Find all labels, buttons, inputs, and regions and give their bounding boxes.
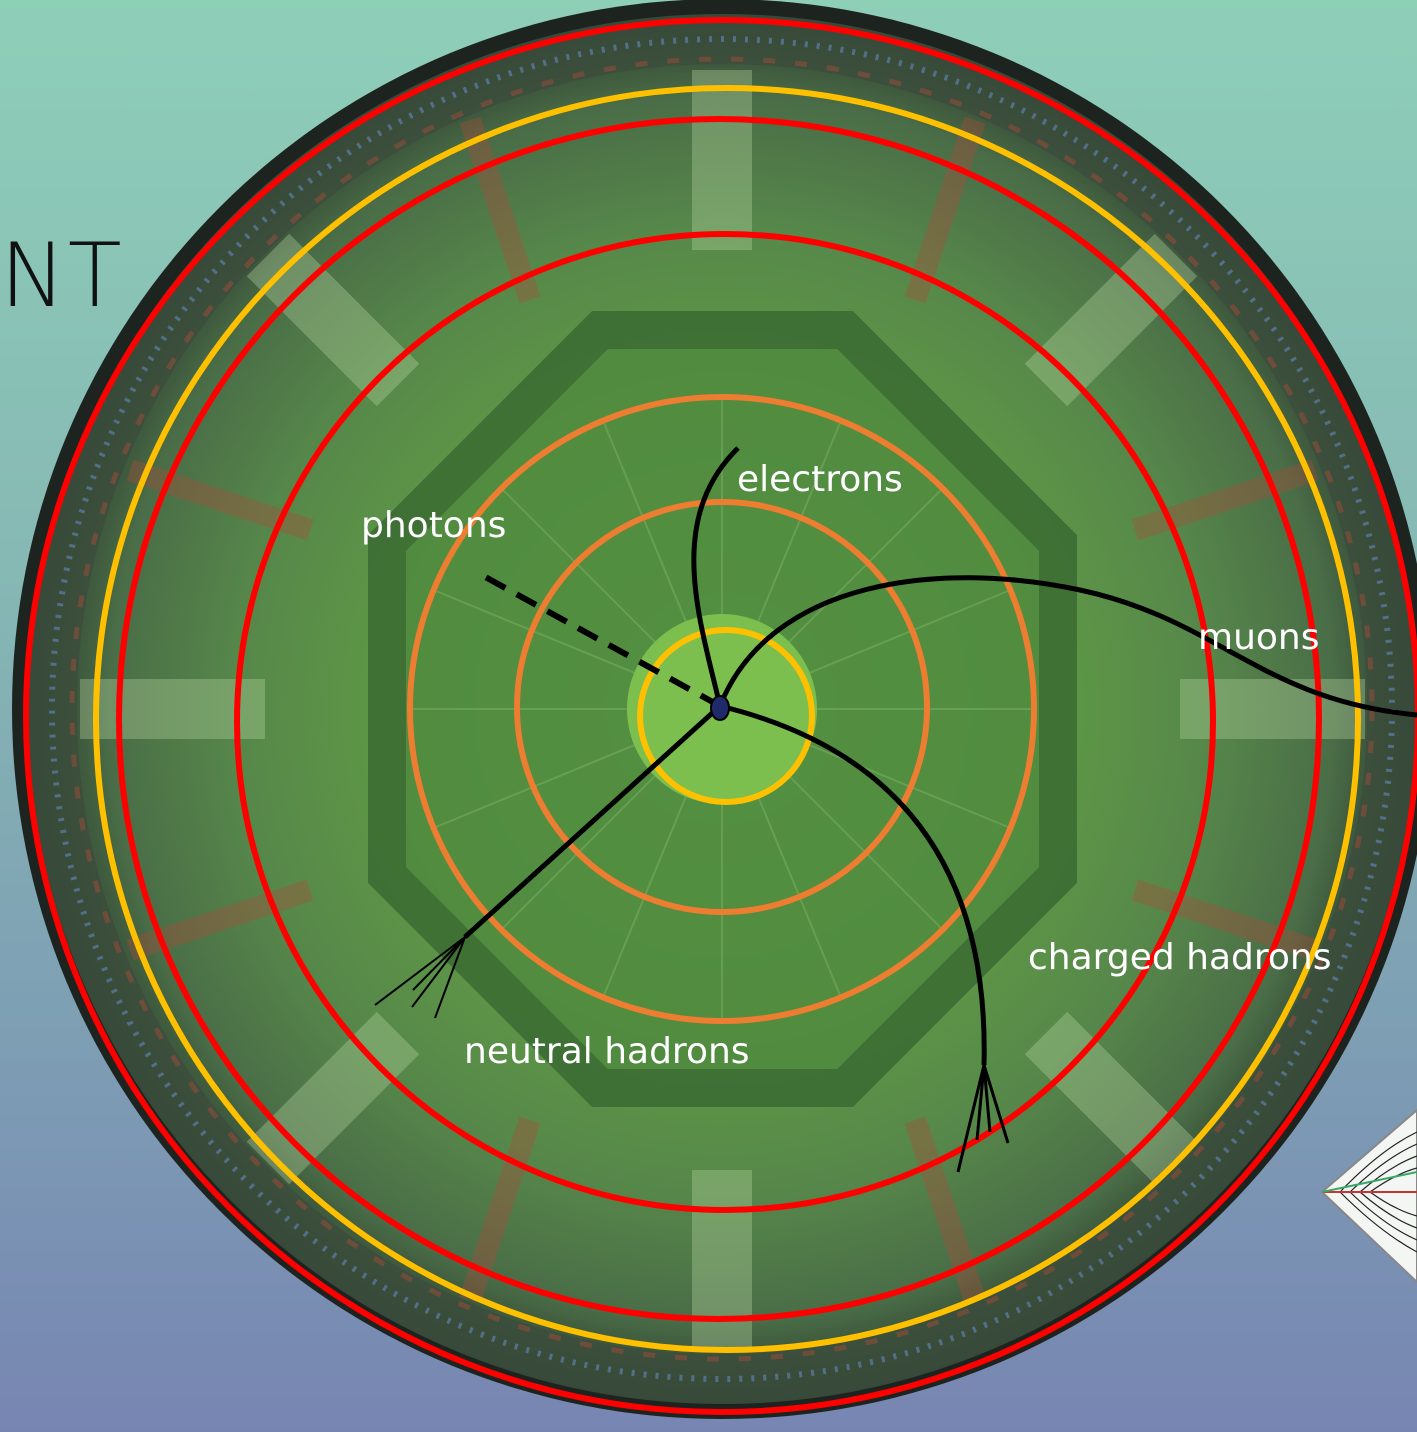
slide-title-fragment: NT [0,224,124,327]
charged-hadron-jet [956,1064,1010,1173]
neutral-hadrons-label: neutral hadrons [464,1031,750,1072]
mini-event-display-thumbnail [1320,1108,1417,1284]
muon-track [717,575,1417,718]
charged-hadron-track [719,703,987,1066]
hcal-ring [116,116,1322,1322]
particle-tracks [374,446,1417,1173]
photon-track [476,570,722,709]
magnet-ring [93,85,1361,1353]
interaction-vertex [710,695,730,721]
neutral-hadron-track [463,704,722,939]
detector-layer-rings [23,17,1417,1415]
tracker-ring-outer [407,394,1037,1024]
photons-label: photons [361,505,507,546]
electrons-label: electrons [737,459,903,500]
electron-track [691,446,740,707]
muons-label: muons [1198,617,1320,658]
ecal-ring [234,231,1216,1213]
beam-pipe-ring [637,627,815,805]
muon-ring [23,17,1417,1415]
tracker-ring-inner [514,499,930,915]
charged-hadrons-label: charged hadrons [1028,937,1332,978]
neutral-hadron-jet [374,936,466,1019]
